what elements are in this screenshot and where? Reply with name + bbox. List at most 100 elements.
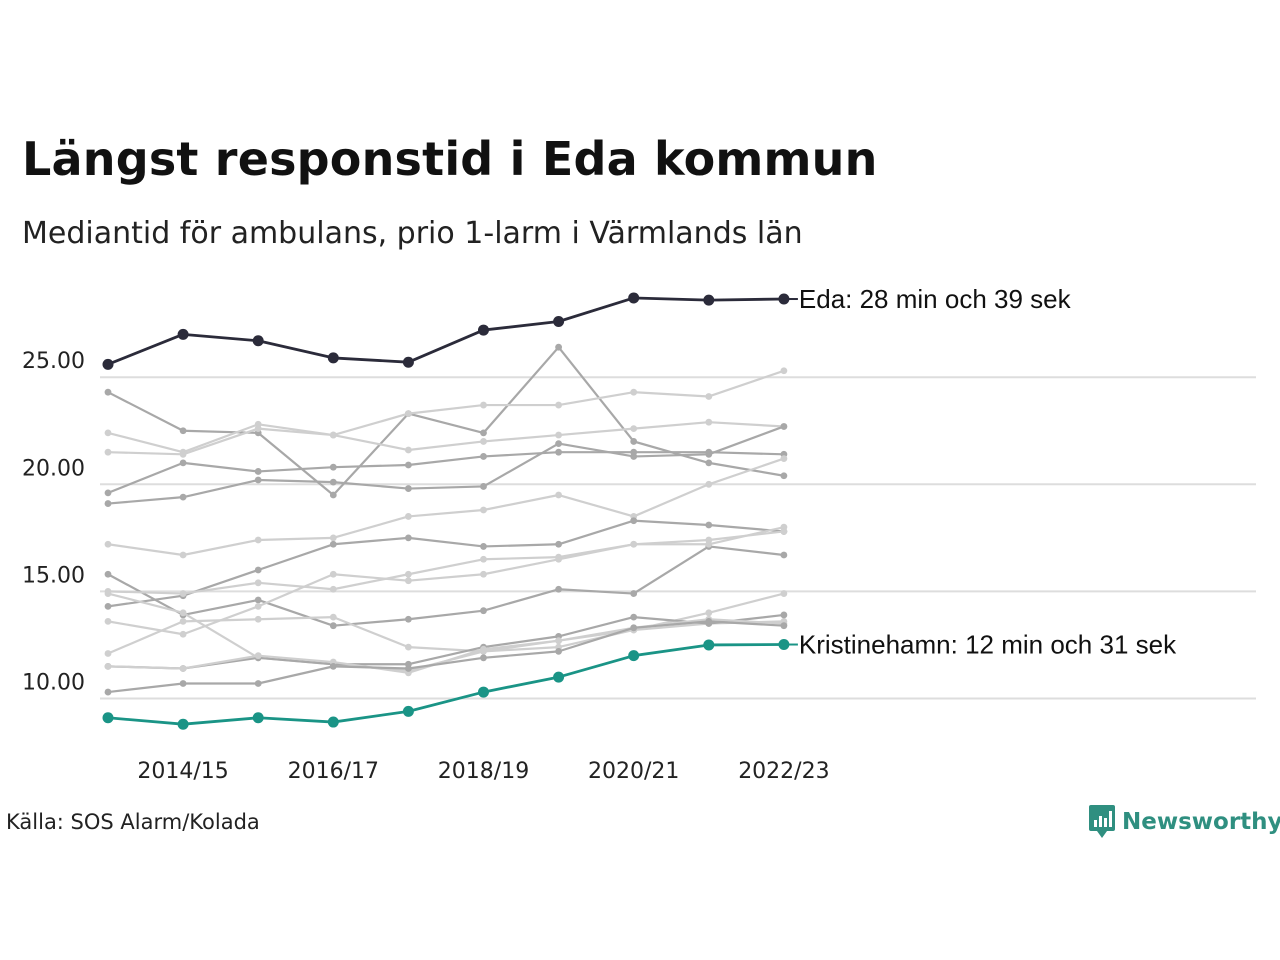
background-series-point [780, 472, 788, 480]
background-series-point [480, 570, 487, 578]
background-series-point [480, 543, 487, 550]
background-series-point [555, 431, 562, 439]
background-series-point [630, 388, 638, 396]
background-series-point [329, 622, 337, 630]
brand-logo: Newsworthy [1088, 804, 1280, 840]
background-series-point [555, 555, 562, 563]
chart-subtitle: Mediantid för ambulans, prio 1-larm i Vä… [22, 216, 803, 251]
background-series-line [107, 526, 785, 595]
x-tick-label: 2020/21 [588, 759, 679, 784]
highlight-series-line-eda [107, 296, 784, 366]
y-tick-label: 10.00 [22, 671, 85, 696]
background-series-line [107, 545, 785, 627]
bar-chart-speech-bubble-icon [1089, 805, 1115, 838]
background-series-point [254, 579, 262, 587]
background-series-point [104, 662, 112, 670]
background-series-line [107, 620, 784, 694]
background-series-line [107, 457, 785, 557]
background-series-point [254, 615, 262, 623]
background-series-layer [104, 343, 788, 696]
highlight-series-point [553, 316, 565, 328]
x-tick-label: 2018/19 [438, 759, 529, 784]
highlight-series-point [252, 712, 264, 724]
background-series-point [329, 585, 337, 593]
background-series-point [104, 688, 112, 696]
y-tick-label: 15.00 [22, 563, 85, 588]
background-series-point [555, 343, 562, 351]
background-series-point [705, 393, 713, 400]
background-series-point [179, 450, 187, 458]
background-series-point [179, 617, 187, 625]
background-series-point [179, 493, 187, 501]
background-series-point [705, 450, 713, 458]
background-series-point [405, 534, 412, 542]
background-series-point [254, 566, 262, 574]
background-series-point [254, 536, 262, 544]
background-series-point [630, 540, 638, 548]
background-series-point [329, 570, 337, 578]
background-series-line [107, 369, 785, 454]
background-series-point [705, 480, 713, 488]
background-series-point [480, 453, 487, 460]
background-series-point [104, 448, 112, 456]
background-series-point [780, 455, 788, 462]
background-series-point [780, 367, 788, 375]
background-series-point [405, 461, 412, 469]
background-series-point [555, 401, 562, 409]
background-series-point [705, 459, 713, 467]
background-series-point [104, 500, 112, 507]
background-series-point [780, 423, 788, 430]
background-series-point [480, 483, 487, 490]
background-series-point [780, 551, 788, 559]
highlight-series-point [102, 712, 114, 724]
highlight-series-point [402, 705, 414, 717]
background-series-point [104, 590, 112, 597]
background-series-point [555, 647, 562, 655]
background-series-point [480, 429, 487, 437]
background-series-line [107, 618, 784, 674]
background-series-point [480, 607, 487, 615]
background-series-point [630, 438, 638, 445]
background-series-point [705, 617, 713, 625]
end-label-kristinehamn: Kristinehamn: 12 min och 31 sek [799, 630, 1177, 660]
background-series-point [104, 388, 112, 396]
chart-title: Längst responstid i Eda kommun [22, 132, 878, 186]
background-series-point [780, 528, 788, 535]
end-label-eda: Eda: 28 min och 39 sek [799, 284, 1072, 314]
background-series-point [104, 489, 112, 497]
background-series-point [630, 425, 638, 433]
background-series-point [329, 534, 337, 542]
highlight-series-point [553, 671, 565, 683]
background-series-line [107, 346, 785, 497]
background-series-point [329, 431, 337, 439]
background-series-line [107, 425, 785, 505]
background-series-point [480, 654, 487, 662]
background-series-point [480, 401, 487, 409]
background-series-point [329, 662, 337, 670]
background-series-point [705, 609, 713, 617]
background-series-point [329, 540, 337, 548]
background-series-point [104, 602, 112, 610]
background-series-point [179, 680, 187, 687]
background-series-point [780, 590, 788, 597]
highlight-series-point [478, 686, 489, 698]
background-series-point [480, 506, 487, 514]
background-series-point [104, 570, 112, 578]
background-series-point [179, 665, 187, 672]
background-series-point [555, 491, 562, 499]
y-tick-label: 20.00 [22, 456, 85, 481]
highlight-series-point [177, 328, 189, 340]
highlight-series-point [102, 358, 114, 370]
highlight-series-point [628, 650, 640, 662]
highlight-series-layer [102, 292, 790, 730]
background-series-point [555, 540, 562, 548]
x-tick-label: 2022/23 [738, 759, 829, 784]
x-tick-label: 2014/15 [137, 759, 228, 784]
highlight-series-point [177, 718, 189, 730]
background-series-point [179, 427, 187, 435]
highlight-series-line-kristinehamn [107, 643, 784, 726]
background-series-point [705, 418, 713, 426]
background-series-point [179, 459, 187, 467]
background-series-point [104, 617, 112, 625]
